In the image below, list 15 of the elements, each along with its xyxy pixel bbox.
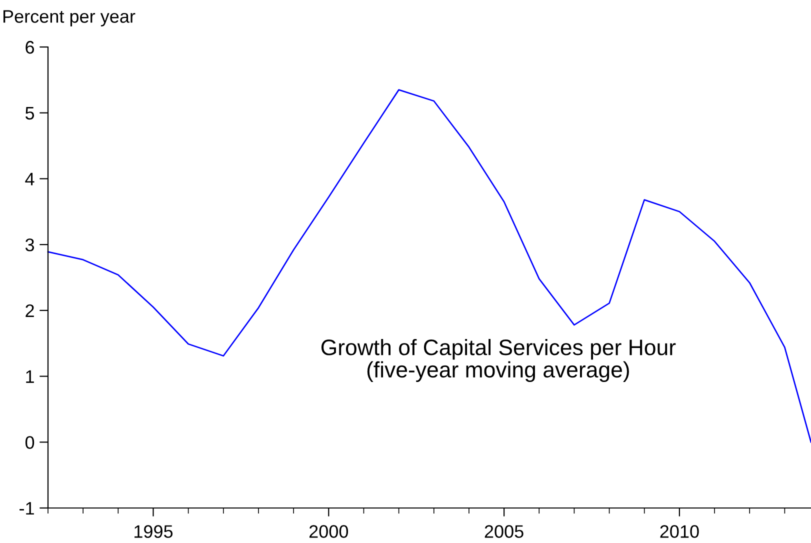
y-tick-label: 1 — [26, 370, 34, 383]
x-tick-label: 2005 — [484, 525, 524, 538]
x-tick-label: 2010 — [660, 525, 699, 538]
x-tick-label: 1995 — [134, 525, 173, 538]
y-tick-label: 6 — [26, 40, 34, 54]
y-tick-label: -1 — [20, 502, 34, 515]
line-series — [47, 89, 811, 443]
y-tick-label: 5 — [25, 106, 34, 120]
x-tick-label: 2000 — [309, 525, 348, 538]
y-tick-label: 4 — [25, 172, 34, 186]
y-tick-label: 2 — [26, 304, 34, 317]
y-tick-label: 3 — [25, 238, 34, 252]
y-tick-label: 0 — [25, 436, 34, 449]
y-axis-title: Percent per year — [3, 10, 136, 26]
annotation: Growth of Capital Services per Hour (five-year moving average) — [321, 338, 676, 382]
